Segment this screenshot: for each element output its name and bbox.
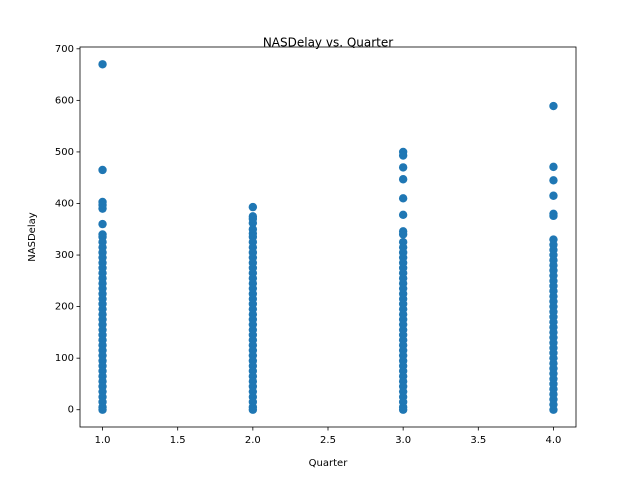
point [98, 60, 107, 69]
x-tick-label: 2.5 [320, 435, 336, 446]
x-tick-label: 3.0 [395, 435, 411, 446]
y-axis-label: NASDelay [27, 212, 38, 261]
y-tick-label: 100 [55, 353, 74, 364]
point [549, 191, 558, 200]
point [398, 210, 408, 220]
x-tick-label: 3.5 [470, 435, 486, 446]
point [398, 194, 408, 203]
point [248, 218, 258, 228]
point [398, 230, 408, 239]
y-tick-label: 200 [55, 302, 74, 313]
point [98, 204, 107, 213]
point [398, 405, 408, 414]
point [549, 176, 558, 185]
point [549, 101, 558, 111]
point [98, 165, 107, 175]
point [248, 202, 258, 212]
point [98, 219, 107, 229]
point [98, 405, 107, 414]
x-tick-label: 1.0 [95, 435, 111, 446]
x-tick-label: 4.0 [546, 435, 562, 446]
y-tick-label: 600 [55, 95, 74, 106]
point [398, 151, 408, 160]
point [248, 405, 258, 414]
x-tick-label: 1.5 [170, 435, 186, 446]
x-tick-label: 2.0 [245, 435, 261, 446]
y-tick-label: 0 [68, 405, 74, 416]
point [398, 163, 408, 172]
point [549, 162, 558, 172]
x-axis-label: Quarter [309, 458, 349, 469]
chart-title: NASDelay vs. Quarter [263, 36, 393, 50]
y-tick-label: 500 [55, 147, 74, 158]
y-tick-label: 700 [55, 44, 74, 55]
y-tick-label: 400 [55, 198, 74, 209]
point [398, 175, 408, 184]
y-tick-label: 300 [55, 250, 74, 261]
point [549, 405, 558, 414]
point [549, 211, 558, 221]
